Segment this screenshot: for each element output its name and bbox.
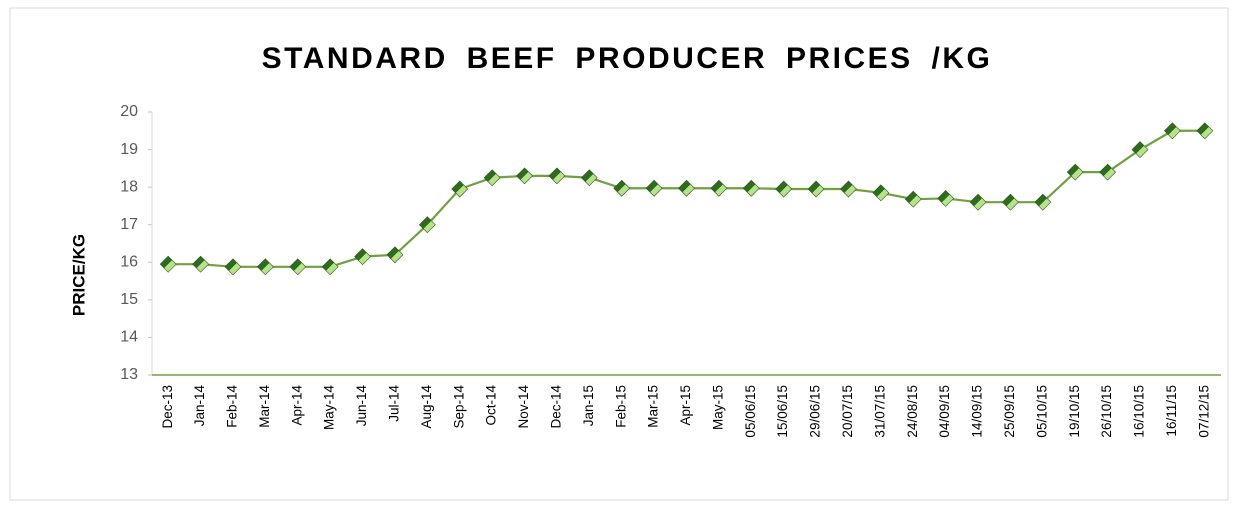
marker (807, 180, 825, 198)
marker (1131, 141, 1149, 158)
y-tick-label: 13 (120, 366, 138, 383)
y-tick-label: 14 (120, 329, 138, 346)
marker (516, 167, 533, 185)
y-tick-label: 18 (120, 178, 138, 195)
x-tick-label: 14/09/15 (970, 385, 985, 438)
x-tick-label: 07/12/15 (1196, 385, 1211, 438)
x-tick-label: 25/09/15 (1002, 385, 1017, 438)
x-tick-label: Feb-14 (225, 385, 240, 428)
marker (354, 248, 371, 266)
marker (386, 246, 404, 264)
marker (418, 216, 436, 234)
marker (904, 190, 922, 208)
marker (224, 258, 242, 276)
marker (840, 180, 857, 198)
marker (192, 255, 210, 273)
marker (321, 258, 339, 276)
marker (256, 258, 274, 276)
x-tick-label: 20/07/15 (840, 385, 855, 438)
marker (451, 180, 469, 198)
marker (580, 169, 598, 187)
x-tick-label: Apr-14 (289, 385, 304, 426)
marker (1002, 193, 1019, 211)
x-tick-label: Oct-14 (484, 385, 499, 426)
x-tick-label: 16/11/15 (1164, 385, 1179, 437)
x-tick-label: 04/09/15 (937, 385, 952, 438)
marker (548, 167, 566, 185)
x-tick-label: Aug-14 (419, 385, 434, 429)
chart-border (9, 7, 1229, 501)
x-tick-label: 26/10/15 (1099, 385, 1114, 438)
marker (872, 184, 890, 202)
marker (742, 179, 760, 197)
marker (1196, 122, 1214, 140)
x-tick-label: May-14 (322, 385, 337, 431)
marker (159, 255, 177, 273)
y-axis-label: PRICE/KG (69, 234, 88, 316)
x-tick-label: 16/10/15 (1132, 385, 1147, 438)
marker (937, 189, 955, 207)
y-tick-label: 17 (120, 216, 138, 233)
line (168, 129, 1205, 268)
x-tick-label: Jul-14 (387, 385, 402, 422)
marker (645, 179, 663, 197)
x-tick-label: Apr-15 (678, 385, 693, 426)
marker (1066, 163, 1084, 181)
chart-title: STANDARD BEEF PRODUCER PRICES /KG (262, 42, 993, 75)
x-tick-label: 31/07/15 (872, 385, 887, 438)
x-tick-label: 15/06/15 (775, 385, 790, 438)
marker (678, 179, 695, 197)
x-tick-label: Jan-15 (581, 385, 596, 426)
x-tick-label: 19/10/15 (1067, 385, 1082, 438)
x-tick-label: 24/08/15 (905, 385, 920, 438)
x-tick-label: Feb-15 (613, 385, 628, 428)
marker (1099, 163, 1117, 181)
y-tick-label: 16 (120, 254, 138, 271)
x-tick-label: Dec-14 (548, 385, 563, 429)
marker (483, 169, 501, 187)
y-tick-label: 19 (120, 141, 138, 158)
y-tick-label: 20 (120, 103, 138, 120)
marker (775, 180, 793, 198)
marker (289, 258, 307, 276)
marker (613, 179, 631, 197)
y-tick-label: 15 (120, 291, 138, 308)
x-tick-label: 29/06/15 (808, 385, 823, 438)
x-tick-label: Mar-15 (646, 385, 661, 428)
x-tick-label: Nov-14 (516, 385, 531, 429)
x-tick-label: May-15 (710, 385, 725, 430)
marker (710, 179, 728, 197)
x-tick-label: Dec-13 (160, 385, 175, 429)
marker (1034, 193, 1052, 211)
x-tick-label: Jan-14 (192, 385, 207, 427)
x-tick-label: Sep-14 (451, 385, 466, 429)
x-tick-label: 05/06/15 (743, 385, 758, 438)
x-tick-label: Jun-14 (354, 385, 369, 427)
x-tick-label: Mar-14 (257, 385, 272, 428)
x-tick-label: 05/10/15 (1034, 385, 1049, 438)
marker (969, 193, 987, 211)
marker (1163, 122, 1181, 140)
